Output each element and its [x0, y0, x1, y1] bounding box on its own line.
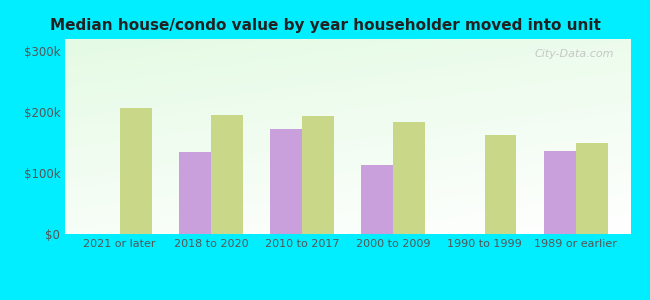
- Bar: [393, 122, 425, 234]
- Bar: [179, 152, 211, 234]
- Bar: [211, 115, 243, 234]
- Text: City-Data.com: City-Data.com: [534, 49, 614, 59]
- Bar: [302, 116, 334, 234]
- Bar: [120, 108, 151, 234]
- Bar: [270, 129, 302, 234]
- Text: Median house/condo value by year householder moved into unit: Median house/condo value by year househo…: [49, 18, 601, 33]
- Bar: [484, 135, 517, 234]
- Bar: [576, 142, 608, 234]
- Bar: [544, 151, 576, 234]
- Bar: [361, 165, 393, 234]
